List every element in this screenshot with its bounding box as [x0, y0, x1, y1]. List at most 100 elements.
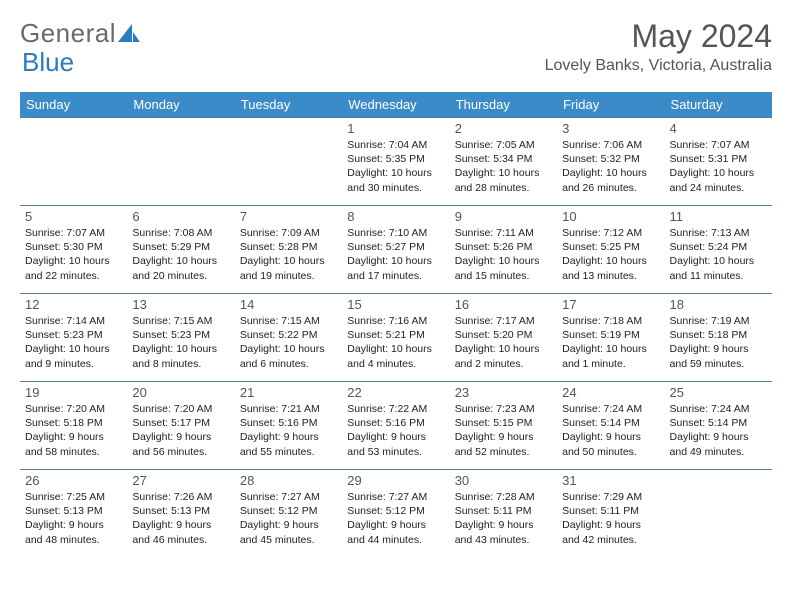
day-details: Sunrise: 7:17 AMSunset: 5:20 PMDaylight:…: [455, 314, 552, 371]
calendar-week-row: 12Sunrise: 7:14 AMSunset: 5:23 PMDayligh…: [20, 294, 772, 382]
calendar-cell: 19 Sunrise: 7:20 AMSunset: 5:18 PMDayligh…: [20, 382, 127, 470]
calendar-cell: 15 Sunrise: 7:16 AMSunset: 5:21 PMDayligh…: [342, 294, 449, 382]
calendar-cell: [20, 118, 127, 206]
day-details: Sunrise: 7:05 AMSunset: 5:34 PMDaylight:…: [455, 138, 552, 195]
calendar-cell: 26Sunrise: 7:25 AMSunset: 5:13 PMDayligh…: [20, 470, 127, 558]
calendar-cell: 17 Sunrise: 7:18 AMSunset: 5:19 PMDayligh…: [557, 294, 664, 382]
day-details: Sunrise: 7:21 AMSunset: 5:16 PMDaylight:…: [240, 402, 337, 459]
day-details: Sunrise: 7:19 AMSunset: 5:18 PMDaylight:…: [670, 314, 767, 371]
calendar-week-row: 1 Sunrise: 7:04 AMSunset: 5:35 PMDaylight…: [20, 118, 772, 206]
day-details: Sunrise: 7:16 AMSunset: 5:21 PMDaylight:…: [347, 314, 444, 371]
calendar-cell: 10 Sunrise: 7:12 AMSunset: 5:25 PMDayligh…: [557, 206, 664, 294]
calendar-week-row: 26Sunrise: 7:25 AMSunset: 5:13 PMDayligh…: [20, 470, 772, 558]
day-details: Sunrise: 7:15 AMSunset: 5:23 PMDaylight:…: [132, 314, 229, 371]
weekday-header: Thursday: [450, 92, 557, 118]
day-number: 9: [455, 209, 552, 224]
calendar-cell: 31Sunrise: 7:29 AMSunset: 5:11 PMDayligh…: [557, 470, 664, 558]
calendar-cell: 18 Sunrise: 7:19 AMSunset: 5:18 PMDayligh…: [665, 294, 772, 382]
weekday-header: Friday: [557, 92, 664, 118]
calendar-cell: 14Sunrise: 7:15 AMSunset: 5:22 PMDayligh…: [235, 294, 342, 382]
day-details: Sunrise: 7:29 AMSunset: 5:11 PMDaylight:…: [562, 490, 659, 547]
day-details: Sunrise: 7:20 AMSunset: 5:17 PMDaylight:…: [132, 402, 229, 459]
logo: General: [20, 18, 140, 49]
logo-text-1: General: [20, 18, 116, 49]
month-title: May 2024: [545, 18, 772, 55]
weekday-header: Wednesday: [342, 92, 449, 118]
calendar-cell: 13Sunrise: 7:15 AMSunset: 5:23 PMDayligh…: [127, 294, 234, 382]
day-details: Sunrise: 7:24 AMSunset: 5:14 PMDaylight:…: [670, 402, 767, 459]
day-details: Sunrise: 7:15 AMSunset: 5:22 PMDaylight:…: [240, 314, 337, 371]
calendar-cell: 16 Sunrise: 7:17 AMSunset: 5:20 PMDayligh…: [450, 294, 557, 382]
weekday-header: Monday: [127, 92, 234, 118]
calendar-cell: 22 Sunrise: 7:22 AMSunset: 5:16 PMDayligh…: [342, 382, 449, 470]
calendar-week-row: 19 Sunrise: 7:20 AMSunset: 5:18 PMDayligh…: [20, 382, 772, 470]
calendar-cell: 5 Sunrise: 7:07 AMSunset: 5:30 PMDaylight…: [20, 206, 127, 294]
calendar-cell: 24Sunrise: 7:24 AMSunset: 5:14 PMDayligh…: [557, 382, 664, 470]
day-number: 27: [132, 473, 229, 488]
day-details: Sunrise: 7:23 AMSunset: 5:15 PMDaylight:…: [455, 402, 552, 459]
calendar-cell: 11 Sunrise: 7:13 AMSunset: 5:24 PMDayligh…: [665, 206, 772, 294]
calendar-cell: 29Sunrise: 7:27 AMSunset: 5:12 PMDayligh…: [342, 470, 449, 558]
calendar-cell: 9Sunrise: 7:11 AMSunset: 5:26 PMDaylight…: [450, 206, 557, 294]
day-details: Sunrise: 7:12 AMSunset: 5:25 PMDaylight:…: [562, 226, 659, 283]
day-details: Sunrise: 7:06 AMSunset: 5:32 PMDaylight:…: [562, 138, 659, 195]
calendar-cell: 3 Sunrise: 7:06 AMSunset: 5:32 PMDaylight…: [557, 118, 664, 206]
day-details: Sunrise: 7:18 AMSunset: 5:19 PMDaylight:…: [562, 314, 659, 371]
day-details: Sunrise: 7:04 AMSunset: 5:35 PMDaylight:…: [347, 138, 444, 195]
day-number: 17: [562, 297, 659, 312]
title-block: May 2024 Lovely Banks, Victoria, Austral…: [545, 18, 772, 83]
day-number: 4: [670, 121, 767, 136]
day-number: 6: [132, 209, 229, 224]
day-details: Sunrise: 7:13 AMSunset: 5:24 PMDaylight:…: [670, 226, 767, 283]
calendar-cell: 4 Sunrise: 7:07 AMSunset: 5:31 PMDaylight…: [665, 118, 772, 206]
day-number: 18: [670, 297, 767, 312]
calendar-cell: [127, 118, 234, 206]
day-details: Sunrise: 7:22 AMSunset: 5:16 PMDaylight:…: [347, 402, 444, 459]
calendar-cell: 30Sunrise: 7:28 AMSunset: 5:11 PMDayligh…: [450, 470, 557, 558]
day-number: 15: [347, 297, 444, 312]
calendar-cell: 23 Sunrise: 7:23 AMSunset: 5:15 PMDayligh…: [450, 382, 557, 470]
day-number: 19: [25, 385, 122, 400]
calendar-cell: 20 Sunrise: 7:20 AMSunset: 5:17 PMDayligh…: [127, 382, 234, 470]
calendar-week-row: 5 Sunrise: 7:07 AMSunset: 5:30 PMDaylight…: [20, 206, 772, 294]
day-number: 20: [132, 385, 229, 400]
day-details: Sunrise: 7:27 AMSunset: 5:12 PMDaylight:…: [240, 490, 337, 547]
calendar-cell: 12Sunrise: 7:14 AMSunset: 5:23 PMDayligh…: [20, 294, 127, 382]
day-details: Sunrise: 7:08 AMSunset: 5:29 PMDaylight:…: [132, 226, 229, 283]
day-number: 7: [240, 209, 337, 224]
day-details: Sunrise: 7:20 AMSunset: 5:18 PMDaylight:…: [25, 402, 122, 459]
calendar-cell: 7 Sunrise: 7:09 AMSunset: 5:28 PMDaylight…: [235, 206, 342, 294]
calendar-header-row: SundayMondayTuesdayWednesdayThursdayFrid…: [20, 92, 772, 118]
day-number: 5: [25, 209, 122, 224]
day-number: 16: [455, 297, 552, 312]
day-number: 30: [455, 473, 552, 488]
day-number: 28: [240, 473, 337, 488]
calendar-cell: 27 Sunrise: 7:26 AMSunset: 5:13 PMDayligh…: [127, 470, 234, 558]
day-details: Sunrise: 7:24 AMSunset: 5:14 PMDaylight:…: [562, 402, 659, 459]
day-details: Sunrise: 7:26 AMSunset: 5:13 PMDaylight:…: [132, 490, 229, 547]
day-number: 12: [25, 297, 122, 312]
logo-text-2: Blue: [22, 47, 74, 77]
day-details: Sunrise: 7:07 AMSunset: 5:30 PMDaylight:…: [25, 226, 122, 283]
calendar-cell: 21 Sunrise: 7:21 AMSunset: 5:16 PMDayligh…: [235, 382, 342, 470]
day-number: 1: [347, 121, 444, 136]
calendar-cell: 1 Sunrise: 7:04 AMSunset: 5:35 PMDaylight…: [342, 118, 449, 206]
day-details: Sunrise: 7:25 AMSunset: 5:13 PMDaylight:…: [25, 490, 122, 547]
day-details: Sunrise: 7:09 AMSunset: 5:28 PMDaylight:…: [240, 226, 337, 283]
day-details: Sunrise: 7:07 AMSunset: 5:31 PMDaylight:…: [670, 138, 767, 195]
calendar-cell: [235, 118, 342, 206]
day-number: 23: [455, 385, 552, 400]
calendar-cell: 25Sunrise: 7:24 AMSunset: 5:14 PMDayligh…: [665, 382, 772, 470]
calendar-cell: 8Sunrise: 7:10 AMSunset: 5:27 PMDaylight…: [342, 206, 449, 294]
calendar-cell: [665, 470, 772, 558]
calendar-cell: 28 Sunrise: 7:27 AMSunset: 5:12 PMDayligh…: [235, 470, 342, 558]
day-number: 11: [670, 209, 767, 224]
day-number: 3: [562, 121, 659, 136]
weekday-header: Saturday: [665, 92, 772, 118]
weekday-header: Tuesday: [235, 92, 342, 118]
day-number: 21: [240, 385, 337, 400]
calendar-body: 1 Sunrise: 7:04 AMSunset: 5:35 PMDaylight…: [20, 118, 772, 558]
day-number: 22: [347, 385, 444, 400]
day-number: 10: [562, 209, 659, 224]
location: Lovely Banks, Victoria, Australia: [545, 57, 772, 75]
